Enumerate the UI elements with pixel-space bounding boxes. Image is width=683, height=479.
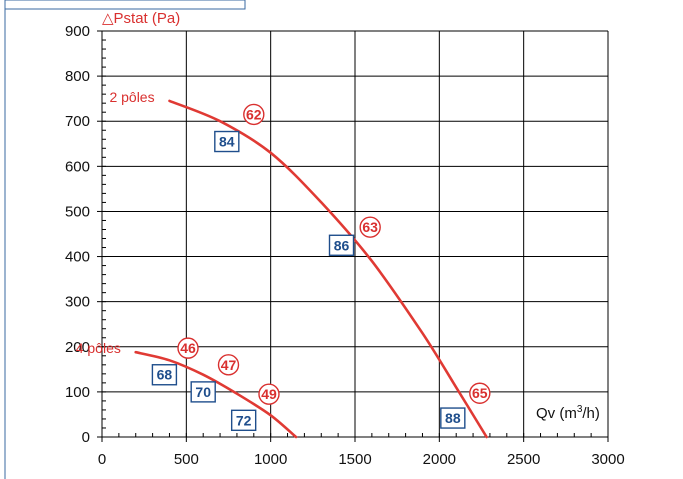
box-marker-label: 70 <box>195 384 211 400</box>
circle-marker-ring <box>217 354 240 376</box>
box-marker-frame <box>151 364 178 386</box>
circle-marker-ring <box>177 337 199 359</box>
circle-marker-ring <box>258 383 280 405</box>
circle-marker-label: 65 <box>472 385 488 401</box>
x-tick-label: 2500 <box>507 451 540 468</box>
box-marker: 70 <box>190 381 216 403</box>
x-tick-labels: 0 500 1000 1500 2000 2500 3000 <box>98 451 625 468</box>
circle-marker: 62 <box>243 103 265 126</box>
circle-marker-label: 62 <box>246 106 262 122</box>
x-axis-title: Qv (m3/h) <box>536 404 600 422</box>
x-tick-label: 2000 <box>423 451 456 468</box>
y-tick-label: 200 <box>65 339 90 356</box>
y-tick-label: 300 <box>65 294 90 311</box>
circle-marker-label: 63 <box>362 219 378 235</box>
box-marker-label: 86 <box>334 237 350 253</box>
circle-marker: 65 <box>469 382 491 404</box>
y-tick-label: 900 <box>65 23 90 40</box>
x-tick-label: 500 <box>174 451 199 468</box>
circle-marker: 49 <box>258 383 280 405</box>
box-marker-label: 72 <box>236 412 252 428</box>
box-marker-label: 88 <box>445 410 461 426</box>
box-markers: 84 86 88 68 70 72 <box>151 130 466 432</box>
series-curve-1 <box>168 99 488 439</box>
x-tick-label: 3000 <box>591 451 624 468</box>
box-marker-frame <box>214 130 240 153</box>
circle-marker-ring <box>469 382 491 404</box>
y-axis-title: △Pstat (Pa) <box>102 10 180 27</box>
box-marker: 72 <box>230 409 257 432</box>
series-curve-2 <box>134 350 298 439</box>
y-tick-label: 500 <box>65 203 90 220</box>
y-tick-label: 700 <box>65 113 90 130</box>
x-tick-label: 1500 <box>338 451 371 468</box>
x-tick-label: 0 <box>98 451 106 468</box>
series-label: 2 pôles <box>109 89 154 105</box>
circle-marker: 46 <box>177 337 199 359</box>
box-marker-label: 84 <box>219 134 235 150</box>
circle-marker-ring <box>359 216 381 238</box>
y-tick-label: 100 <box>65 384 90 401</box>
box-marker: 86 <box>328 234 355 256</box>
curves <box>134 99 488 439</box>
circle-marker-label: 49 <box>261 386 277 402</box>
y-tick-label: 0 <box>82 429 90 446</box>
x-tick-label: 1000 <box>254 451 287 468</box>
box-marker: 88 <box>440 407 466 429</box>
circle-marker-label: 47 <box>221 357 237 373</box>
circle-marker-ring <box>243 103 265 126</box>
circle-markers: 62 63 65 46 47 49 <box>177 103 491 405</box>
box-marker-label: 68 <box>157 367 173 383</box>
box-marker-frame <box>440 407 466 429</box>
box-marker-frame <box>190 381 216 403</box>
box-marker: 84 <box>214 130 240 153</box>
x-axis-title-main: Qv (m <box>536 405 577 422</box>
circle-marker: 63 <box>359 216 381 238</box>
box-marker: 68 <box>151 364 178 386</box>
x-axis-title-sup: 3 <box>577 404 583 415</box>
series-label: 4 pôles <box>76 340 121 356</box>
y-tick-label: 800 <box>65 68 90 85</box>
box-marker-frame <box>230 409 257 432</box>
circle-marker: 47 <box>217 354 240 376</box>
grid <box>97 30 609 442</box>
x-axis-title-tail: /h) <box>582 405 600 422</box>
y-tick-label: 400 <box>65 249 90 266</box>
series-labels: 2 pôles 4 pôles <box>76 89 155 356</box>
minor-ticks <box>101 30 609 438</box>
y-tick-labels: 0 100 200 300 400 500 600 700 800 900 <box>65 23 90 446</box>
circle-marker-label: 46 <box>180 340 196 356</box>
box-marker-frame <box>328 234 355 256</box>
y-tick-label: 600 <box>65 158 90 175</box>
